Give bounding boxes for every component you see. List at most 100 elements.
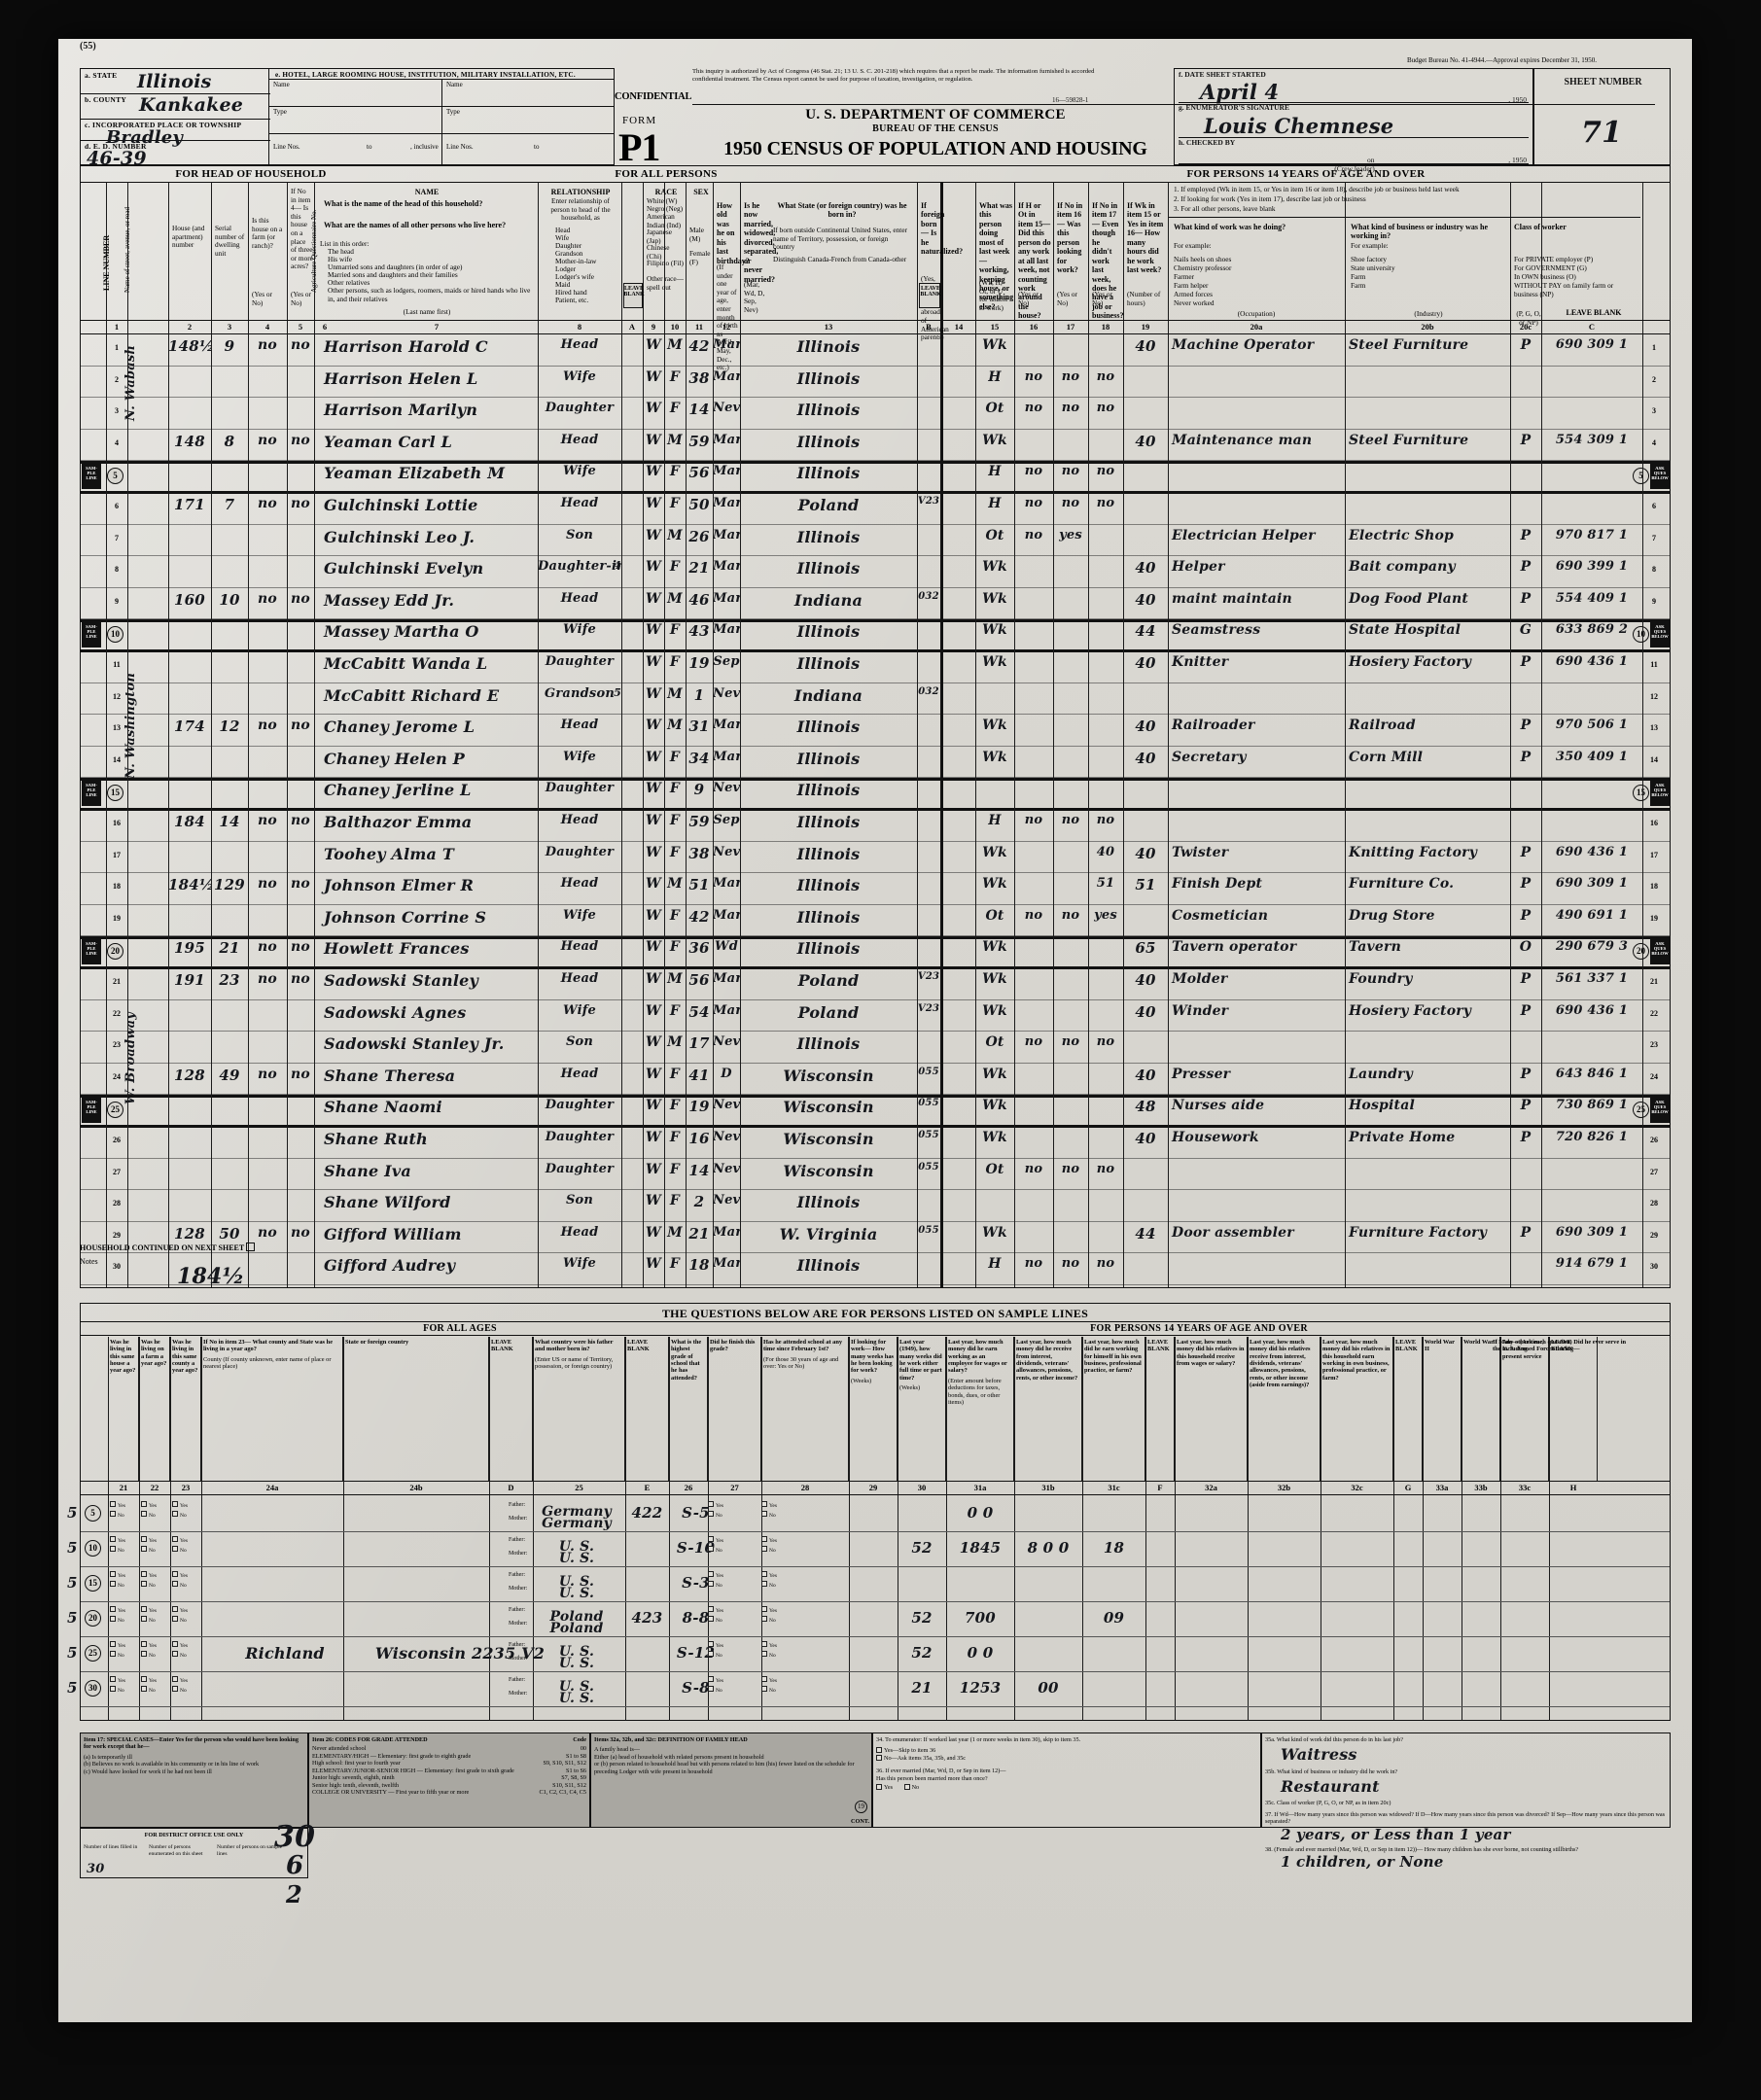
sample-grid-rule: [201, 1337, 202, 1720]
cell-age: 42: [688, 337, 710, 355]
cell-line: 18: [113, 882, 121, 892]
yes-no-checkbox-group[interactable]: Yes No: [110, 1641, 125, 1661]
sample-col-21: Was he living in this same house a year …: [108, 1337, 139, 1481]
item36-yes-checkbox[interactable]: [876, 1784, 882, 1791]
sample-col-32c: Last year, how much money did his relati…: [1321, 1337, 1393, 1481]
cell-farm: no: [258, 337, 277, 353]
cell-rel: Wife: [563, 464, 596, 479]
yes-no-checkbox-group[interactable]: Yes No: [141, 1676, 157, 1696]
yes-no-checkbox-group[interactable]: Yes No: [141, 1501, 157, 1521]
sample-col-sub: (For those 30 years of age and over: Yes…: [763, 1355, 839, 1371]
race-5: Filipino (Fil): [647, 259, 684, 267]
sample-col-24b: State or foreign country: [343, 1337, 489, 1481]
cell-rel: Head: [560, 876, 599, 892]
yes-no-checkbox-group[interactable]: Yes No: [761, 1676, 777, 1696]
cell-act: H: [988, 1256, 1002, 1273]
yes-no-checkbox-group[interactable]: Yes No: [761, 1641, 777, 1661]
sample-row-tally: 5: [67, 1644, 78, 1662]
yes-no-checkbox-group[interactable]: Yes No: [172, 1501, 188, 1521]
col-16-sub: (Yes or No): [1018, 290, 1039, 307]
yes-no-checkbox-group[interactable]: Yes No: [110, 1536, 125, 1556]
cell-cls: P: [1520, 432, 1532, 448]
sample-earnings-wage: 1253: [959, 1679, 1002, 1697]
item34-no-checkbox[interactable]: [876, 1754, 882, 1761]
item36-no-checkbox[interactable]: [903, 1784, 910, 1791]
yes-no-checkbox-group[interactable]: Yes No: [172, 1641, 188, 1661]
yes-no-checkbox-group[interactable]: Yes No: [110, 1501, 125, 1521]
col-C-title: LEAVE BLANK: [1566, 308, 1622, 317]
cell-act: Wk: [982, 718, 1007, 734]
yes-no-checkbox-group[interactable]: Yes No: [110, 1676, 125, 1696]
yes-no-checkbox-group[interactable]: Yes No: [761, 1501, 777, 1521]
yes-no-checkbox-group[interactable]: Yes No: [761, 1571, 777, 1591]
yes-no-checkbox-group[interactable]: Yes No: [141, 1606, 157, 1626]
cell-rel: Grandson: [545, 685, 615, 701]
institution-name-label-2: Name: [446, 81, 463, 88]
mother-label: Mother:: [509, 1656, 528, 1662]
race-4: Chinese (Chi): [647, 243, 670, 261]
yes-no-checkbox-group[interactable]: Yes No: [761, 1606, 777, 1626]
row-separator: [81, 840, 1670, 842]
ind-ex-0: Shoe factory: [1351, 255, 1388, 263]
race-6: Other race— spell out: [647, 274, 684, 292]
cell-b: 032: [918, 590, 939, 602]
cell-race: W: [646, 622, 661, 639]
yes-no-checkbox-group[interactable]: Yes No: [141, 1571, 157, 1591]
cell-serial: 23: [219, 971, 240, 989]
cell-line: 19: [113, 913, 121, 923]
yes-no-checkbox-group[interactable]: Yes No: [172, 1571, 188, 1591]
sample-col-sub: (Enter amount before deductions for taxe…: [948, 1377, 1002, 1406]
yes-no-checkbox-group[interactable]: Yes No: [708, 1571, 723, 1591]
yes-no-checkbox-group[interactable]: Yes No: [761, 1536, 777, 1556]
yes-no-checkbox-group[interactable]: Yes No: [172, 1676, 188, 1696]
cell-q18: 51: [1096, 876, 1115, 892]
yes-no-checkbox-group[interactable]: Yes No: [110, 1606, 125, 1626]
cell-code: 690 309 1: [1555, 337, 1629, 352]
grid-rule: [1053, 334, 1054, 1287]
date-year-suffix: , 1950: [1508, 95, 1527, 104]
sample-col-title: LEAVE BLANK: [627, 1339, 650, 1353]
grade-5: Senior high: tenth, eleventh, twelfth: [312, 1781, 400, 1789]
place-label: c. INCORPORATED PLACE OR TOWNSHIP: [85, 121, 242, 129]
item37: 37. If Wd—How many years since this pers…: [1265, 1810, 1666, 1826]
grid-rule: [1510, 334, 1511, 1287]
sample-row-separator: [81, 1636, 1670, 1637]
yes-no-checkbox-group[interactable]: Yes No: [172, 1606, 188, 1626]
yes-no-checkbox-group[interactable]: Yes No: [708, 1676, 723, 1696]
yes-no-checkbox-group[interactable]: Yes No: [708, 1501, 723, 1521]
cell-b: 055: [918, 1224, 939, 1236]
section-circle-19: 19: [855, 1801, 867, 1813]
sample-grade: S-12: [676, 1644, 716, 1662]
cell-race: W: [646, 1256, 661, 1273]
yes-no-checkbox-group[interactable]: Yes No: [141, 1641, 157, 1661]
cell-sex: M: [667, 718, 683, 734]
institution-inclusive-1: , inclusive: [410, 143, 439, 151]
cell-name: Shane Naomi: [324, 1098, 442, 1117]
cell-line: 24: [113, 1071, 121, 1081]
continuation-checkbox[interactable]: [246, 1242, 256, 1251]
cell-q18: no: [1096, 464, 1115, 479]
grade-2: High school: first year to fourth year: [312, 1760, 401, 1768]
father-label: Father:: [509, 1502, 525, 1508]
yes-no-checkbox-group[interactable]: Yes No: [708, 1606, 723, 1626]
sample-grid-rule: [849, 1337, 850, 1720]
item34-yes-checkbox[interactable]: [876, 1747, 882, 1754]
sample-grade: S-3: [682, 1574, 710, 1592]
cell-serial: 50: [219, 1224, 240, 1242]
yes-no-checkbox-group[interactable]: Yes No: [110, 1571, 125, 1591]
cell-act: H: [988, 368, 1002, 385]
cell-age: 43: [688, 622, 710, 641]
sample-col-32a: Last year, how much money did his relati…: [1175, 1337, 1248, 1481]
cell-sex: M: [667, 1034, 683, 1051]
sample-colnum-29: 29: [868, 1483, 878, 1492]
yes-no-checkbox-group[interactable]: Yes No: [141, 1536, 157, 1556]
yes-no-checkbox-group[interactable]: Yes No: [172, 1536, 188, 1556]
yes-no-checkbox-group[interactable]: Yes No: [708, 1536, 723, 1556]
cell-birth: W. Virginia: [779, 1224, 878, 1243]
cell-house: 128: [174, 1066, 205, 1084]
cell-q18: no: [1096, 1034, 1115, 1050]
cell-act: Wk: [982, 939, 1007, 956]
cell-birth: Illinois: [796, 1256, 861, 1276]
cell-birth: Wisconsin: [783, 1066, 874, 1085]
yes-no-checkbox-group[interactable]: Yes No: [708, 1641, 723, 1661]
